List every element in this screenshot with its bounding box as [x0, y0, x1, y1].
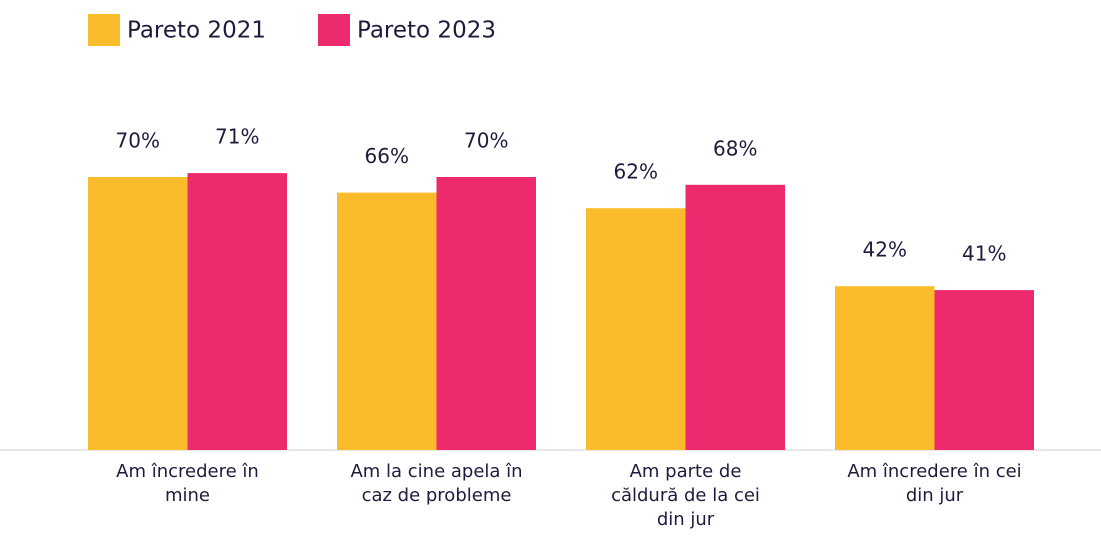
- value-label: 70%: [464, 129, 508, 153]
- legend-label: Pareto 2021: [127, 18, 266, 44]
- bar: [337, 192, 437, 450]
- x-tick-label: Am încredere în mine: [116, 461, 259, 506]
- value-label: 70%: [116, 129, 160, 153]
- value-label: 41%: [962, 242, 1006, 266]
- legend-swatch: [88, 14, 120, 46]
- bar: [436, 177, 536, 450]
- x-tick-label: Am încredere în cei din jur: [847, 461, 1022, 506]
- x-tick-label: Am la cine apela în caz de probleme: [350, 461, 523, 506]
- value-label: 71%: [215, 125, 259, 149]
- bar: [586, 208, 686, 450]
- x-tick-label: Am parte de căldură de la cei din jur: [611, 461, 760, 530]
- bar: [88, 177, 188, 450]
- value-label: 42%: [863, 238, 907, 262]
- bar: [187, 173, 287, 450]
- legend-label: Pareto 2023: [357, 18, 496, 44]
- value-label: 68%: [713, 136, 757, 160]
- bar: [934, 290, 1034, 450]
- value-label: 62%: [614, 160, 658, 184]
- bar: [685, 184, 785, 451]
- bar: [835, 286, 935, 450]
- legend-swatch: [318, 14, 350, 46]
- value-label: 66%: [365, 144, 409, 168]
